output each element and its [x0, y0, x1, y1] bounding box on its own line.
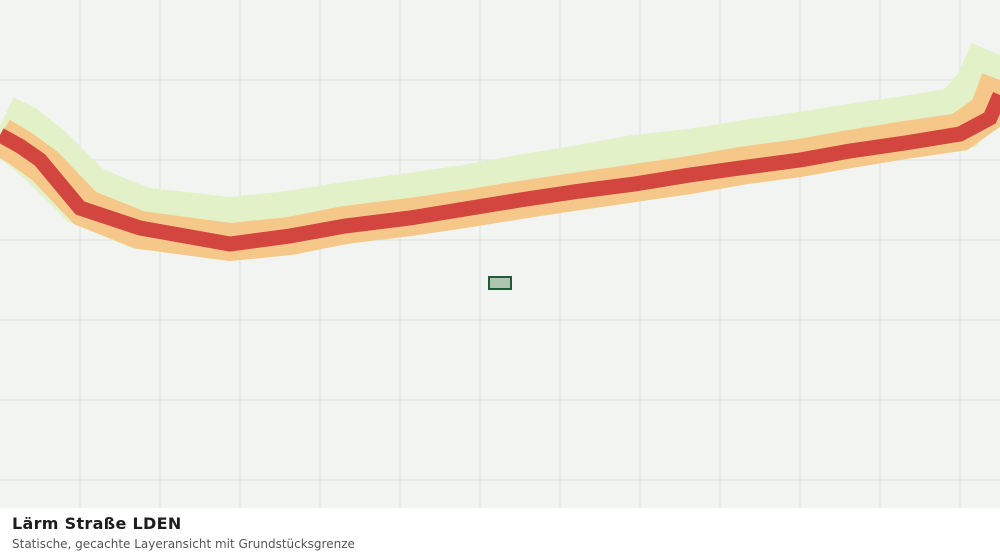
caption: Lärm Straße LDEN Statische, gecachte Lay… — [0, 508, 1000, 560]
map-view — [0, 0, 1000, 508]
noise-band-high — [0, 92, 1000, 252]
map-background — [0, 0, 1000, 508]
parcel-boundary — [488, 276, 512, 290]
layer-title: Lärm Straße LDEN — [12, 514, 182, 533]
layer-subtitle: Statische, gecachte Layeransicht mit Gru… — [12, 537, 355, 551]
